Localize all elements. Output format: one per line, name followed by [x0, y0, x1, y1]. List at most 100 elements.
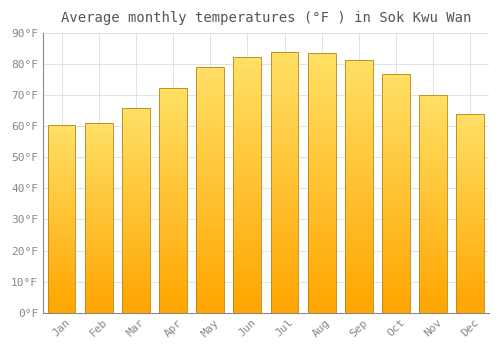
Bar [48, 271, 76, 273]
Bar [234, 302, 262, 305]
Bar [196, 183, 224, 185]
Bar [419, 197, 447, 199]
Bar [234, 246, 262, 248]
Bar [345, 217, 373, 219]
Bar [419, 282, 447, 285]
Bar [308, 310, 336, 313]
Bar [159, 128, 187, 130]
Bar [382, 229, 410, 231]
Bar [85, 222, 112, 224]
Bar [122, 110, 150, 112]
Bar [270, 156, 298, 159]
Bar [159, 211, 187, 214]
Bar [196, 219, 224, 222]
Bar [308, 204, 336, 206]
Bar [308, 160, 336, 162]
Bar [234, 92, 262, 95]
Bar [382, 306, 410, 308]
Bar [382, 248, 410, 251]
Bar [234, 110, 262, 113]
Bar [48, 215, 76, 217]
Bar [456, 114, 484, 313]
Bar [382, 212, 410, 215]
Bar [159, 301, 187, 304]
Bar [382, 198, 410, 200]
Bar [456, 231, 484, 233]
Bar [456, 140, 484, 142]
Bar [85, 135, 112, 136]
Bar [382, 239, 410, 241]
Bar [196, 77, 224, 80]
Bar [48, 300, 76, 301]
Bar [308, 196, 336, 198]
Bar [419, 228, 447, 230]
Bar [122, 161, 150, 163]
Bar [382, 98, 410, 100]
Bar [345, 196, 373, 199]
Bar [196, 144, 224, 146]
Bar [345, 302, 373, 305]
Bar [159, 223, 187, 225]
Bar [196, 180, 224, 183]
Bar [382, 93, 410, 95]
Bar [234, 195, 262, 197]
Bar [159, 101, 187, 103]
Bar [382, 183, 410, 186]
Bar [456, 124, 484, 126]
Bar [85, 235, 112, 237]
Bar [456, 158, 484, 160]
Bar [308, 266, 336, 268]
Bar [419, 134, 447, 136]
Bar [234, 161, 262, 164]
Bar [345, 88, 373, 90]
Bar [419, 243, 447, 245]
Bar [456, 163, 484, 166]
Bar [419, 163, 447, 165]
Bar [48, 236, 76, 238]
Bar [234, 159, 262, 161]
Bar [382, 289, 410, 291]
Bar [234, 144, 262, 146]
Bar [419, 206, 447, 208]
Bar [456, 126, 484, 128]
Bar [85, 206, 112, 209]
Bar [85, 188, 112, 190]
Bar [419, 302, 447, 304]
Bar [345, 226, 373, 229]
Bar [345, 95, 373, 98]
Bar [382, 279, 410, 281]
Bar [419, 308, 447, 310]
Bar [234, 210, 262, 213]
Bar [48, 298, 76, 300]
Bar [159, 112, 187, 114]
Bar [196, 271, 224, 273]
Bar [270, 177, 298, 180]
Bar [48, 303, 76, 305]
Bar [196, 92, 224, 94]
Bar [345, 310, 373, 313]
Bar [382, 126, 410, 128]
Bar [345, 108, 373, 110]
Bar [419, 98, 447, 100]
Bar [456, 245, 484, 247]
Bar [270, 214, 298, 216]
Bar [308, 64, 336, 66]
Bar [48, 204, 76, 205]
Bar [270, 107, 298, 109]
Bar [308, 232, 336, 235]
Bar [122, 139, 150, 140]
Bar [382, 88, 410, 90]
Bar [85, 269, 112, 271]
Bar [308, 284, 336, 287]
Bar [159, 184, 187, 187]
Bar [122, 249, 150, 251]
Bar [122, 309, 150, 310]
Bar [159, 148, 187, 150]
Bar [270, 232, 298, 235]
Bar [308, 287, 336, 289]
Bar [159, 103, 187, 106]
Bar [234, 105, 262, 108]
Bar [196, 136, 224, 139]
Bar [234, 85, 262, 87]
Bar [122, 151, 150, 153]
